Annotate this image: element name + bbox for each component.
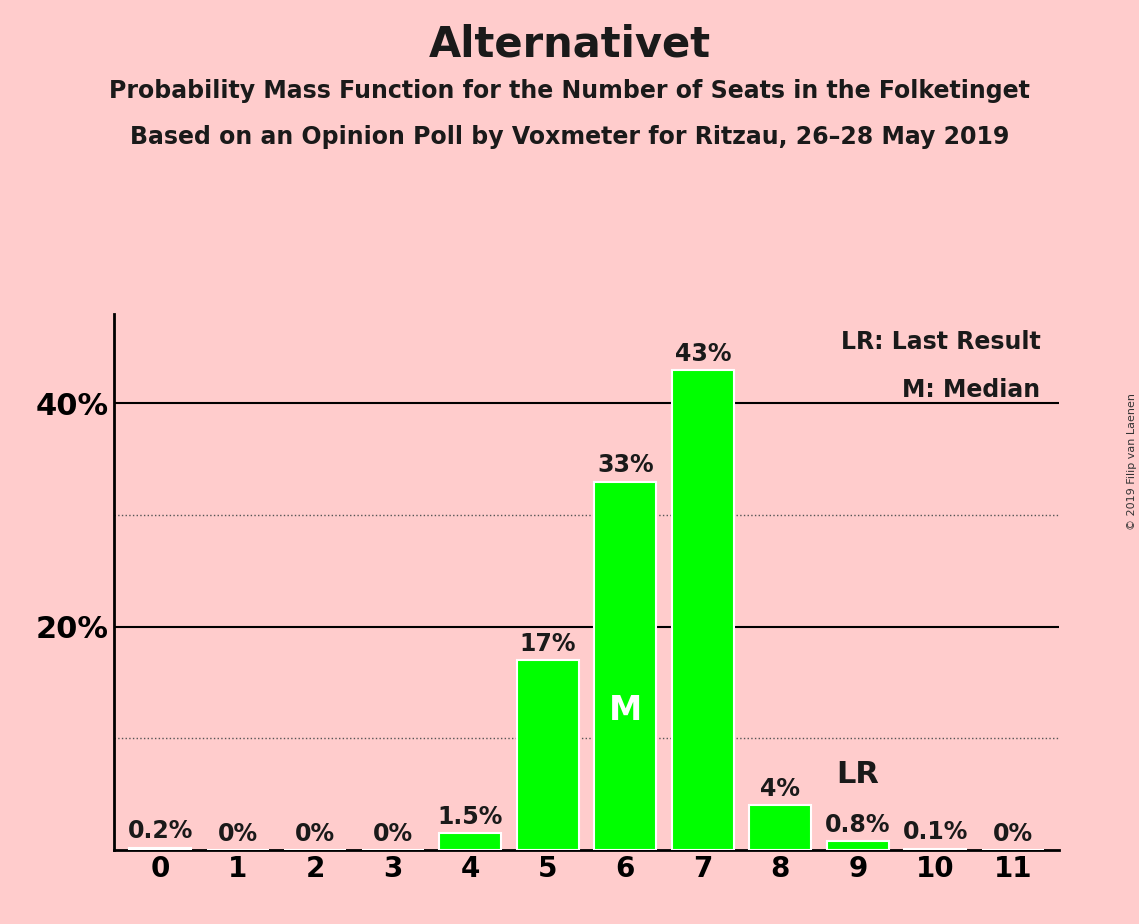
Text: LR: LR: [836, 760, 879, 789]
Bar: [827, 841, 888, 850]
Text: 0%: 0%: [218, 821, 257, 845]
Text: 0.8%: 0.8%: [825, 813, 891, 837]
Text: 0.1%: 0.1%: [902, 821, 968, 845]
Text: 17%: 17%: [519, 632, 576, 656]
Text: 0%: 0%: [372, 821, 413, 845]
Text: 4%: 4%: [761, 777, 801, 801]
Bar: [904, 849, 966, 850]
Bar: [749, 806, 811, 850]
Bar: [517, 661, 579, 850]
Text: © 2019 Filip van Laenen: © 2019 Filip van Laenen: [1126, 394, 1137, 530]
Bar: [595, 481, 656, 850]
Text: LR: Last Result: LR: Last Result: [841, 330, 1040, 354]
Text: M: M: [608, 694, 642, 726]
Text: 0%: 0%: [295, 821, 335, 845]
Bar: [672, 370, 734, 850]
Text: Based on an Opinion Poll by Voxmeter for Ritzau, 26–28 May 2019: Based on an Opinion Poll by Voxmeter for…: [130, 125, 1009, 149]
Text: M: Median: M: Median: [902, 379, 1040, 403]
Text: Alternativet: Alternativet: [428, 23, 711, 65]
Text: Probability Mass Function for the Number of Seats in the Folketinget: Probability Mass Function for the Number…: [109, 79, 1030, 103]
Text: 1.5%: 1.5%: [437, 805, 503, 829]
Text: 33%: 33%: [597, 453, 654, 477]
Text: 0.2%: 0.2%: [128, 820, 194, 844]
Text: 43%: 43%: [674, 342, 731, 366]
Bar: [440, 833, 501, 850]
Bar: [130, 848, 191, 850]
Text: 0%: 0%: [993, 821, 1033, 845]
